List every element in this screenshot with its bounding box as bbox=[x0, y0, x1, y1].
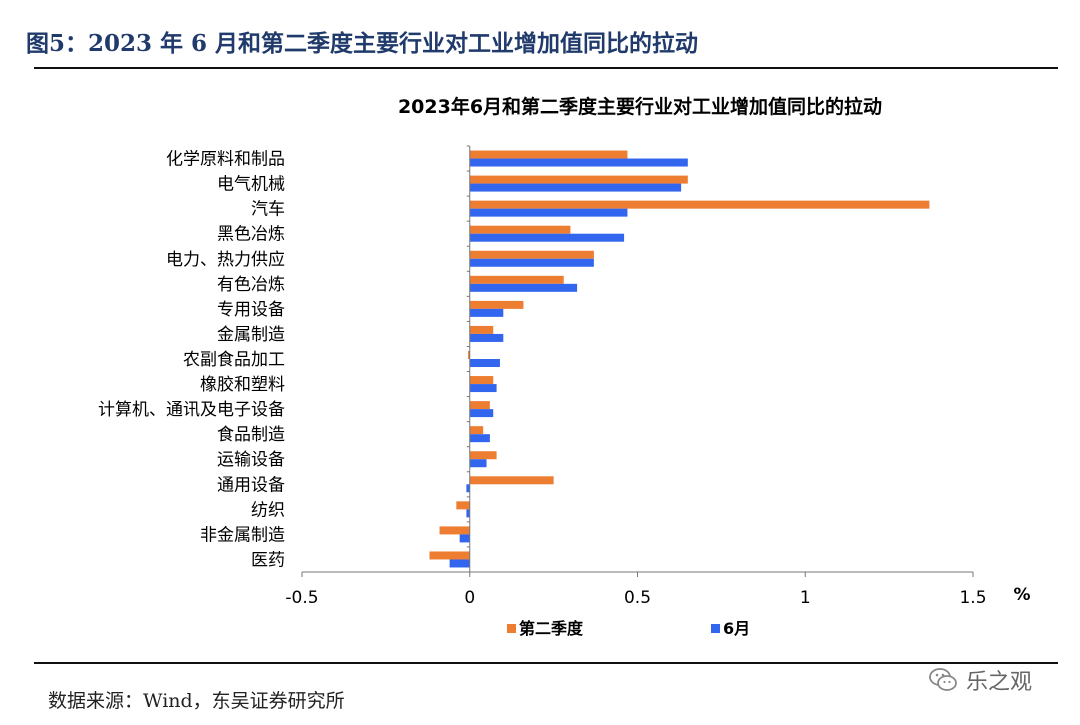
bar-june-9 bbox=[469, 384, 497, 393]
category-label-6: 专用设备 bbox=[217, 300, 285, 320]
top-rule bbox=[34, 67, 1058, 69]
bar-q2-10 bbox=[469, 401, 490, 410]
x-tick-label-0: -0.5 bbox=[285, 588, 318, 608]
bottom-rule bbox=[34, 662, 1058, 664]
bar-q2-9 bbox=[469, 376, 494, 385]
x-tick-label-1: 0 bbox=[464, 588, 475, 608]
bar-q2-14 bbox=[456, 501, 470, 510]
category-label-2: 汽车 bbox=[251, 200, 285, 220]
bar-q2-6 bbox=[469, 300, 524, 309]
figure-title: 图5：2023 年 6 月和第二季度主要行业对工业增加值同比的拉动 bbox=[26, 30, 699, 57]
category-label-16: 医药 bbox=[251, 550, 285, 570]
bar-june-12 bbox=[469, 459, 487, 468]
x-tick-label-4: 1.5 bbox=[959, 588, 986, 608]
bar-june-4 bbox=[469, 258, 594, 267]
bar-june-16 bbox=[449, 559, 470, 568]
legend: 第二季度 6月 bbox=[507, 619, 750, 638]
watermark-text: 乐之观 bbox=[966, 670, 1033, 695]
category-label-0: 化学原料和制品 bbox=[166, 150, 285, 170]
bar-june-8 bbox=[469, 359, 500, 367]
category-label-7: 金属制造 bbox=[217, 325, 285, 345]
bar-june-5 bbox=[469, 283, 578, 292]
watermark: 乐之观 bbox=[928, 664, 1032, 696]
bar-q2-4 bbox=[469, 250, 594, 259]
x-tick-label-3: 1 bbox=[800, 588, 811, 608]
category-label-10: 计算机、通讯及电子设备 bbox=[98, 400, 285, 420]
category-label-11: 食品制造 bbox=[217, 425, 285, 445]
bar-june-10 bbox=[469, 409, 494, 418]
bar-june-2 bbox=[469, 208, 628, 217]
x-tick-label-2: 0.5 bbox=[624, 588, 651, 608]
bar-june-11 bbox=[469, 434, 490, 443]
bar-q2-0 bbox=[469, 150, 628, 159]
category-label-3: 黑色冶炼 bbox=[217, 225, 285, 245]
category-label-15: 非金属制造 bbox=[200, 525, 285, 545]
bar-q2-8 bbox=[468, 351, 470, 359]
chart-title: 2023年6月和第二季度主要行业对工业增加值同比的拉动 bbox=[398, 95, 882, 118]
bar-q2-16 bbox=[429, 551, 470, 560]
category-label-1: 电气机械 bbox=[217, 175, 285, 195]
legend-label-q2: 第二季度 bbox=[519, 619, 584, 638]
bar-q2-12 bbox=[469, 451, 497, 460]
bar-q2-1 bbox=[469, 175, 688, 184]
category-label-5: 有色冶炼 bbox=[217, 275, 285, 295]
bar-q2-5 bbox=[469, 275, 564, 284]
bar-june-13 bbox=[466, 484, 470, 493]
bar-q2-7 bbox=[469, 325, 494, 334]
bar-june-6 bbox=[469, 308, 504, 317]
category-label-13: 通用设备 bbox=[217, 475, 285, 495]
legend-swatch-q2 bbox=[507, 624, 516, 633]
bar-june-0 bbox=[469, 158, 688, 167]
bar-q2-2 bbox=[469, 200, 930, 209]
category-label-12: 运输设备 bbox=[217, 450, 285, 470]
category-label-4: 电力、热力供应 bbox=[166, 250, 285, 270]
unit-label: % bbox=[1013, 585, 1030, 605]
bar-chart: 2023年6月和第二季度主要行业对工业增加值同比的拉动 化学原料和制品电气机械汽… bbox=[98, 95, 1031, 638]
bar-june-3 bbox=[469, 233, 625, 242]
legend-label-june: 6月 bbox=[723, 619, 750, 638]
bar-june-14 bbox=[466, 509, 470, 518]
source-note: 数据来源：Wind，东吴证券研究所 bbox=[48, 690, 345, 712]
bar-q2-15 bbox=[439, 526, 470, 535]
category-label-9: 橡胶和塑料 bbox=[200, 375, 285, 395]
bar-june-7 bbox=[469, 333, 504, 342]
bar-q2-13 bbox=[469, 476, 554, 485]
legend-swatch-june bbox=[711, 624, 720, 633]
category-label-8: 农副食品加工 bbox=[183, 350, 285, 370]
bar-q2-3 bbox=[469, 225, 571, 234]
category-label-14: 纺织 bbox=[251, 500, 285, 520]
wechat-icon bbox=[929, 668, 957, 691]
bar-june-15 bbox=[459, 534, 470, 543]
bar-q2-11 bbox=[469, 426, 484, 435]
bar-june-1 bbox=[469, 183, 682, 192]
